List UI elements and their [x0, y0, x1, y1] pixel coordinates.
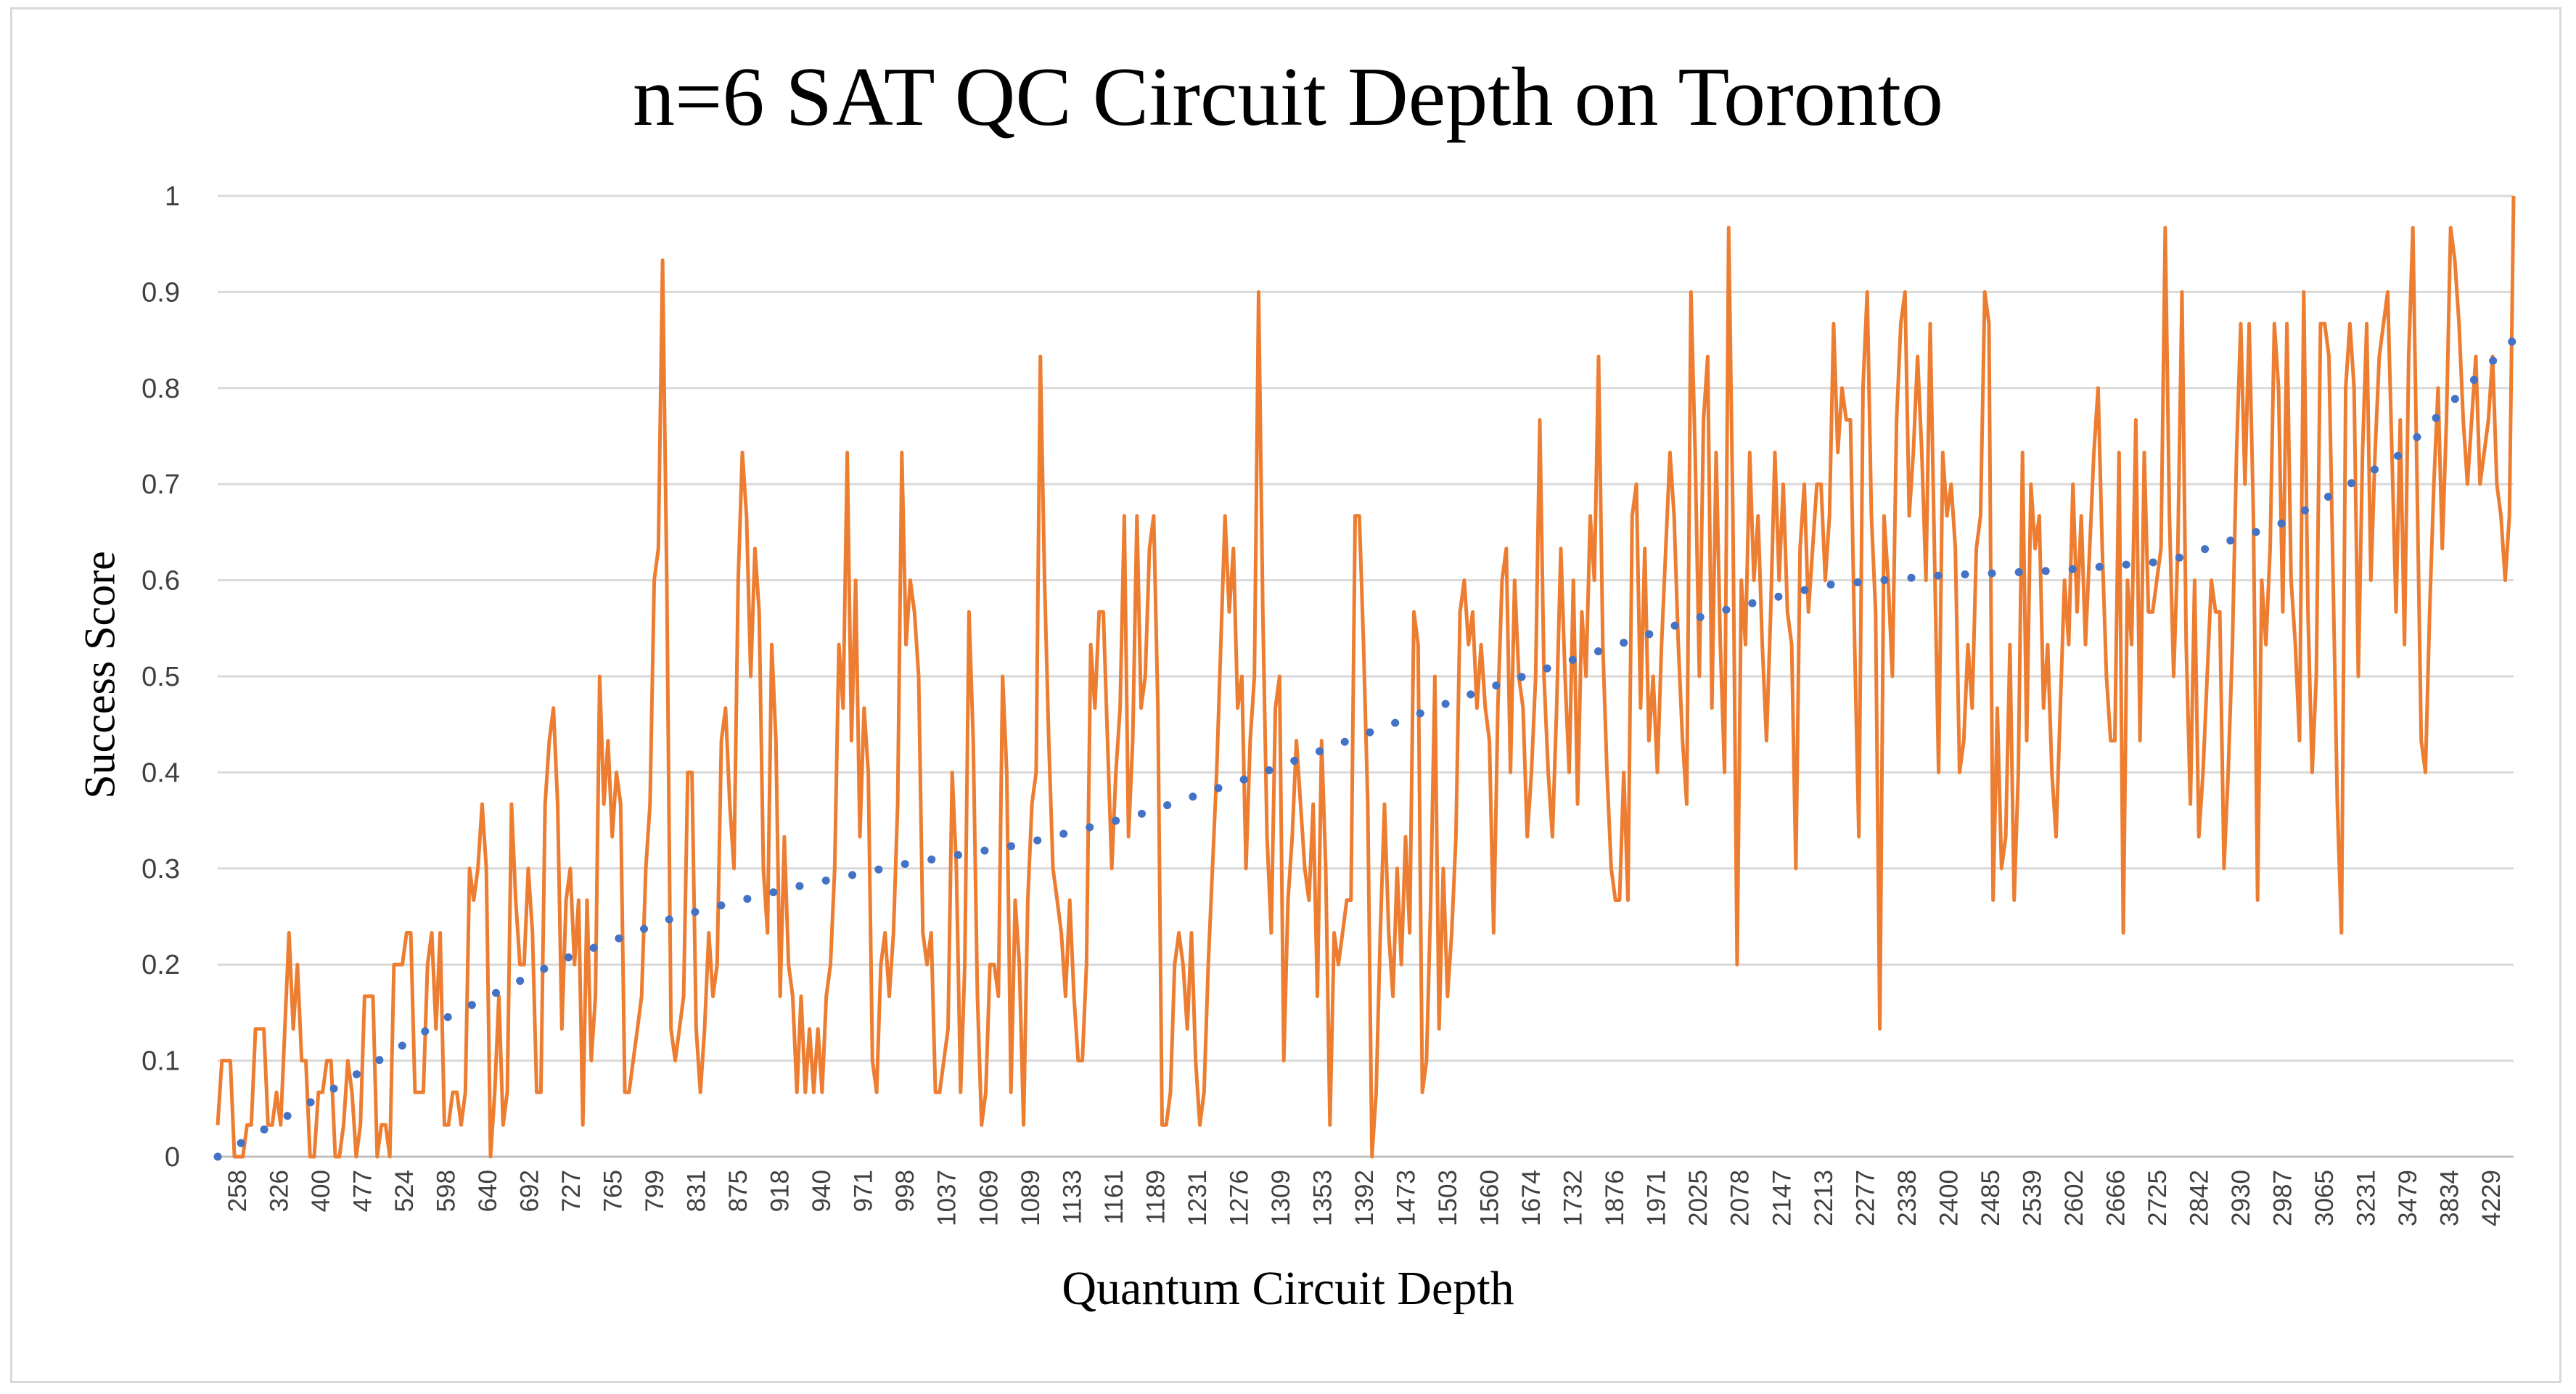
x-tick-label: 2147	[1768, 1170, 1796, 1226]
x-axis-label: Quantum Circuit Depth	[1062, 1262, 1514, 1315]
series-line-success-score	[216, 195, 2516, 1159]
x-tick-label: 3834	[2436, 1170, 2464, 1226]
x-tick-label: 4229	[2477, 1170, 2506, 1226]
x-tick-label: 727	[557, 1170, 586, 1212]
x-tick-label: 1560	[1476, 1170, 1504, 1226]
x-tick-label: 2930	[2227, 1170, 2255, 1226]
x-tick-label: 799	[641, 1170, 669, 1212]
x-tick-label: 1503	[1434, 1170, 1462, 1226]
x-tick-label: 640	[474, 1170, 502, 1212]
x-tick-label: 2338	[1893, 1170, 1921, 1226]
y-tick-label: 0.9	[141, 277, 180, 308]
x-tick-label: 1133	[1058, 1170, 1086, 1224]
y-tick-label: 0.2	[141, 950, 180, 980]
x-tick-label: 2025	[1684, 1170, 1712, 1226]
x-tick-label: 940	[808, 1170, 836, 1212]
x-tick-label: 2485	[1977, 1170, 2005, 1226]
x-tick-label: 2987	[2269, 1170, 2297, 1226]
x-tick-label: 918	[766, 1170, 795, 1212]
x-tick-label: 1231	[1184, 1170, 1212, 1226]
x-tick-label: 1674	[1517, 1170, 1546, 1226]
x-tick-label: 1189	[1141, 1170, 1170, 1224]
x-tick-label: 1392	[1350, 1170, 1379, 1226]
x-tick-label: 477	[348, 1170, 377, 1212]
x-tick-label: 765	[599, 1170, 628, 1212]
x-tick-label: 1161	[1100, 1170, 1128, 1224]
x-tick-label: 1089	[1017, 1170, 1045, 1226]
x-tick-label: 971	[850, 1170, 878, 1212]
x-tick-label: 1732	[1559, 1170, 1588, 1226]
x-tick-label: 3065	[2310, 1170, 2339, 1226]
y-tick-labels: 0 0.1 0.2 0.3 0.4 0.5 0.6 0.7 0.8 0.9 1	[141, 181, 180, 1173]
x-tick-label: 1353	[1308, 1170, 1337, 1226]
y-tick-label: 0.6	[141, 566, 180, 596]
x-tick-labels: 258 326 400 477 524 598 640 692 727 765 799 831 875 9…	[223, 1170, 2506, 1226]
x-tick-label: 1876	[1601, 1170, 1629, 1226]
chart-title: n=6 SAT QC Circuit Depth on Toronto	[633, 51, 1943, 144]
x-tick-label: 692	[515, 1170, 543, 1212]
x-tick-label: 2539	[2018, 1170, 2046, 1226]
chart-frame	[10, 7, 2561, 1383]
x-tick-label: 3479	[2394, 1170, 2422, 1226]
y-tick-label: 0.5	[141, 662, 180, 692]
x-tick-label: 2277	[1851, 1170, 1879, 1226]
x-tick-label: 1276	[1225, 1170, 1253, 1226]
y-tick-label: 0.8	[141, 374, 180, 404]
y-tick-label: 0.4	[141, 758, 180, 788]
gridlines	[218, 194, 2514, 1158]
y-tick-label: 0.1	[141, 1046, 180, 1077]
x-tick-label: 1473	[1392, 1170, 1421, 1226]
y-tick-label: 1	[165, 181, 180, 212]
y-tick-label: 0.3	[141, 854, 180, 885]
x-tick-label: 598	[432, 1170, 460, 1212]
x-tick-label: 1069	[975, 1170, 1003, 1226]
x-tick-label: 3231	[2353, 1170, 2381, 1226]
x-tick-label: 524	[390, 1170, 419, 1212]
x-tick-label: 2842	[2186, 1170, 2214, 1226]
x-tick-label: 1309	[1267, 1170, 1295, 1226]
x-tick-label: 1037	[933, 1170, 961, 1226]
x-tick-label: 2666	[2101, 1170, 2130, 1226]
x-tick-label: 831	[683, 1170, 711, 1212]
x-tick-label: 326	[265, 1170, 293, 1212]
x-tick-label: 998	[891, 1170, 919, 1212]
x-tick-label: 2078	[1726, 1170, 1755, 1226]
y-tick-label: 0.7	[141, 470, 180, 500]
x-tick-label: 258	[223, 1170, 252, 1212]
x-tick-label: 2400	[1935, 1170, 1963, 1226]
x-tick-label: 400	[307, 1170, 335, 1212]
x-tick-label: 1971	[1643, 1170, 1671, 1226]
x-tick-label: 875	[724, 1170, 752, 1212]
x-tick-label: 2602	[2060, 1170, 2088, 1226]
x-tick-label: 2725	[2144, 1170, 2172, 1226]
y-tick-label: 0	[165, 1142, 180, 1173]
x-tick-label: 2213	[1810, 1170, 1838, 1226]
series-layer	[213, 195, 2518, 1161]
